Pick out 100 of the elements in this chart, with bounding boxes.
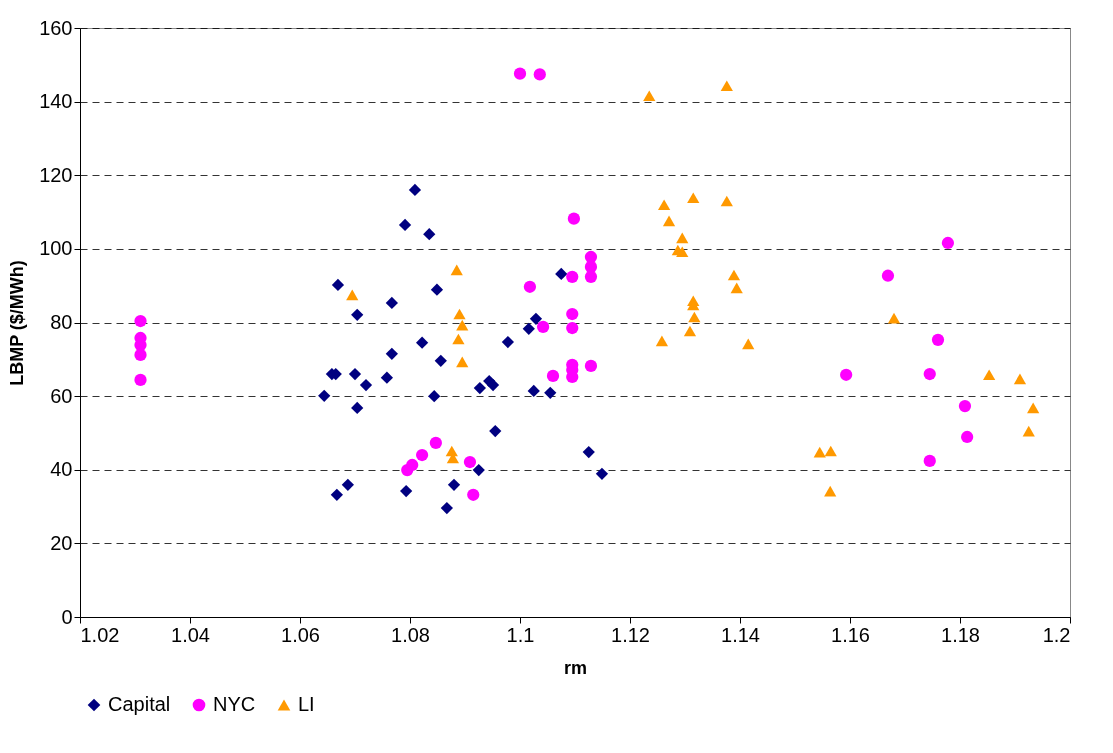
point — [655, 335, 669, 347]
point — [720, 80, 733, 92]
point — [584, 250, 598, 264]
point — [351, 308, 364, 321]
point — [688, 311, 701, 323]
point — [456, 356, 469, 368]
point — [380, 371, 394, 384]
point — [536, 320, 550, 334]
point — [318, 389, 331, 402]
legend-label: LI — [298, 693, 315, 715]
point — [452, 333, 465, 345]
point — [730, 282, 743, 294]
point — [450, 264, 463, 276]
point — [359, 378, 373, 392]
point — [501, 335, 515, 349]
point — [657, 199, 671, 210]
point — [428, 390, 441, 403]
point — [676, 232, 689, 244]
point — [456, 319, 469, 331]
y-tick-label: 40 — [50, 458, 73, 481]
point — [887, 312, 901, 324]
x-tick-label: 1.04 — [171, 623, 210, 646]
point — [463, 455, 477, 469]
point — [662, 215, 676, 227]
y-tick-label: 100 — [39, 237, 73, 260]
point — [527, 384, 540, 398]
point — [567, 212, 581, 225]
point — [961, 430, 974, 444]
point — [941, 236, 955, 250]
point — [582, 445, 595, 459]
point — [742, 338, 755, 350]
x-tick-label: 1.14 — [721, 623, 760, 646]
point — [400, 484, 413, 498]
point — [486, 378, 500, 392]
point — [958, 399, 972, 413]
point — [472, 463, 485, 477]
point — [408, 183, 422, 197]
x-tick-label: 1.1 — [506, 623, 535, 646]
point — [983, 369, 996, 381]
y-tick-label: 0 — [61, 605, 73, 628]
point — [513, 67, 527, 80]
point — [595, 467, 609, 480]
point — [1022, 425, 1035, 437]
point — [341, 478, 354, 491]
point — [584, 260, 598, 274]
point — [385, 296, 398, 310]
y-tick-label: 140 — [39, 90, 73, 113]
point — [683, 325, 697, 337]
point — [398, 218, 412, 232]
point — [824, 485, 837, 497]
point — [881, 269, 895, 282]
point — [415, 336, 429, 349]
point — [430, 283, 444, 296]
point — [429, 436, 442, 449]
x-tick-label: 1.2 — [1042, 623, 1071, 646]
point — [533, 68, 546, 81]
point — [415, 448, 429, 462]
y-axis-title: LBMP ($/MWh) — [7, 260, 28, 386]
point — [423, 228, 436, 241]
point — [385, 347, 398, 360]
point — [923, 454, 936, 468]
point — [931, 333, 945, 346]
x-tick-label: 1.02 — [80, 623, 120, 646]
y-tick-label: 20 — [50, 531, 73, 554]
y-tick-label: 160 — [39, 16, 73, 39]
point — [566, 307, 579, 321]
point — [1013, 373, 1027, 385]
point — [584, 270, 598, 283]
y-tick-label: 60 — [50, 384, 73, 407]
point — [840, 368, 853, 381]
point — [923, 367, 936, 381]
point — [447, 478, 461, 491]
point — [351, 401, 364, 415]
y-tick-label: 120 — [39, 163, 73, 186]
point — [473, 381, 486, 395]
point — [546, 369, 560, 382]
y-tick-label: 80 — [50, 311, 73, 333]
point — [467, 488, 480, 501]
legend-label: NYC — [213, 693, 256, 715]
point — [676, 246, 689, 258]
point — [453, 308, 466, 320]
point — [522, 322, 535, 335]
point — [824, 445, 837, 457]
point — [813, 446, 826, 458]
point — [720, 195, 733, 207]
point — [555, 267, 568, 281]
point — [1027, 402, 1040, 414]
x-tick-label: 1.12 — [611, 623, 650, 646]
point — [134, 348, 147, 362]
point — [134, 314, 147, 328]
x-tick-label: 1.16 — [831, 623, 870, 646]
x-tick-label: 1.08 — [391, 623, 430, 646]
point — [544, 386, 557, 399]
point — [330, 488, 343, 501]
point — [529, 312, 543, 325]
point — [406, 458, 419, 472]
point — [348, 367, 362, 381]
x-tick-label: 1.18 — [941, 623, 980, 646]
point — [331, 278, 345, 292]
x-tick-label: 1.06 — [281, 623, 320, 646]
